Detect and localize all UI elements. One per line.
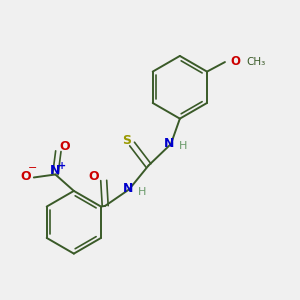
Text: O: O <box>20 170 31 183</box>
Text: −: − <box>28 163 37 173</box>
Text: N: N <box>122 182 133 195</box>
Text: H: H <box>137 188 146 197</box>
Text: O: O <box>88 170 99 183</box>
Text: O: O <box>59 140 70 153</box>
Text: CH₃: CH₃ <box>246 57 266 67</box>
Text: N: N <box>164 136 175 150</box>
Text: H: H <box>179 141 188 152</box>
Text: +: + <box>58 161 66 171</box>
Text: S: S <box>122 134 131 147</box>
Text: N: N <box>50 164 61 177</box>
Text: O: O <box>230 55 240 68</box>
